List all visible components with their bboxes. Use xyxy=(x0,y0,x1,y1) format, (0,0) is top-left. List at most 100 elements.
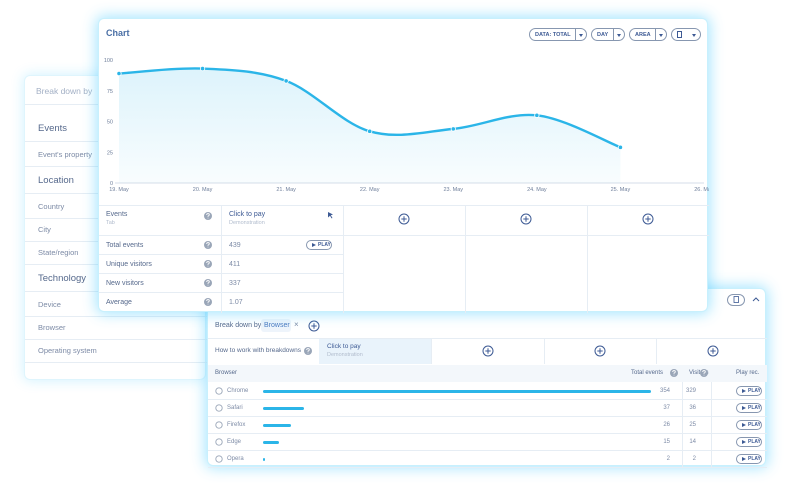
column-header: Play rec. xyxy=(736,370,760,376)
row-value: 411 xyxy=(229,260,241,268)
y-tick-label: 0 xyxy=(110,181,113,187)
x-tick-label: 21. May xyxy=(276,187,296,193)
divider xyxy=(208,416,767,417)
add-plus xyxy=(401,216,407,222)
visitors: 36 xyxy=(689,405,696,411)
card-title: Chart xyxy=(106,28,130,38)
play-button[interactable]: PLAY xyxy=(736,454,762,464)
breakdown-label: Break down by: xyxy=(215,322,264,329)
total-events: 2 xyxy=(666,456,670,462)
add-plus xyxy=(710,348,716,354)
sidebar-item[interactable]: State/region xyxy=(38,248,79,257)
divider xyxy=(99,292,343,293)
play-button[interactable]: PLAY xyxy=(736,386,762,396)
browser-icon xyxy=(215,404,223,412)
icon-doc xyxy=(733,296,739,303)
add-button[interactable] xyxy=(398,213,410,225)
x-tick-label: 23. May xyxy=(443,187,463,193)
data-point xyxy=(199,66,206,72)
sidebar-item[interactable]: Event's property xyxy=(38,150,92,159)
sidebar-item[interactable]: Operating system xyxy=(38,346,97,355)
play-button[interactable]: PLAY xyxy=(736,437,762,447)
row-label: Total events xyxy=(106,241,144,249)
total-events: 26 xyxy=(663,422,670,428)
add-button[interactable] xyxy=(520,213,532,225)
sidebar-item[interactable]: Device xyxy=(38,300,61,309)
area-chart: 0 25 50 75 100 19. May 20. May 21. May 22. May 23… xyxy=(104,58,709,193)
add-button[interactable] xyxy=(642,213,654,225)
collapse-icon[interactable] xyxy=(752,296,760,304)
help-mark xyxy=(306,348,310,354)
x-tick-label: 22. May xyxy=(360,187,380,193)
control-separator xyxy=(575,29,576,40)
sidebar-item[interactable]: Browser xyxy=(38,323,66,332)
divider xyxy=(25,339,207,340)
divider xyxy=(99,235,709,236)
area-fill xyxy=(119,68,621,183)
divider xyxy=(25,362,207,363)
event-subtitle: Demonstration xyxy=(229,220,265,226)
data-point xyxy=(283,78,289,84)
help-icon xyxy=(304,347,312,355)
events-bar xyxy=(263,406,304,410)
sidebar-title: Break down by xyxy=(36,86,93,96)
divider xyxy=(208,338,767,339)
dropdown-control[interactable]: DAY xyxy=(591,28,625,41)
divider xyxy=(208,433,767,434)
add-button[interactable] xyxy=(594,345,606,357)
help-icon xyxy=(670,369,678,377)
add-plus xyxy=(523,216,529,222)
chart-card: Chart DATA: TOTAL DAY AREA 0 25 50 75 100 19. May… xyxy=(98,18,709,313)
row-value: 439 xyxy=(229,241,241,249)
browser-name: Edge xyxy=(227,439,242,445)
add-button[interactable] xyxy=(482,345,494,357)
help-icon xyxy=(700,369,708,377)
row-label: Average xyxy=(106,298,132,306)
browser-name: Firefox xyxy=(227,422,246,428)
breakdown-chip[interactable]: Browser xyxy=(261,319,291,332)
dropdown-control[interactable]: AREA xyxy=(629,28,667,41)
browser-icon xyxy=(215,438,223,446)
icon-frame xyxy=(727,294,745,306)
help-text[interactable]: How to work with breakdowns xyxy=(215,347,301,354)
divider xyxy=(656,339,657,364)
data-point xyxy=(450,126,456,132)
add-button[interactable] xyxy=(707,345,719,357)
help-mark xyxy=(206,213,210,219)
play-text: PLAY xyxy=(748,439,761,445)
add-plus xyxy=(485,348,491,354)
x-tick-label: 24. May xyxy=(527,187,547,193)
play-text: PLAY xyxy=(748,388,761,394)
dropdown-control[interactable]: DATA: TOTAL xyxy=(529,28,587,41)
total-events: 15 xyxy=(663,439,670,445)
group-heading: Technology xyxy=(38,273,87,284)
play-button[interactable]: PLAY xyxy=(306,240,332,250)
divider xyxy=(544,339,545,364)
divider xyxy=(431,339,432,364)
event-name: Click to pay xyxy=(327,343,361,350)
group-heading: Location xyxy=(38,175,74,186)
chip-remove[interactable]: × xyxy=(294,320,299,329)
play-triangle xyxy=(742,389,746,393)
y-tick-label: 50 xyxy=(107,120,113,126)
events-bar xyxy=(263,423,292,427)
play-button[interactable]: PLAY xyxy=(736,420,762,430)
play-text: PLAY xyxy=(748,456,761,462)
help-icon xyxy=(204,241,212,249)
browser-icon-circle xyxy=(215,387,223,395)
control-caret xyxy=(579,33,583,37)
add-circle xyxy=(594,345,606,357)
total-events: 37 xyxy=(663,405,670,411)
sidebar-item[interactable]: City xyxy=(38,225,51,234)
export-icon[interactable] xyxy=(727,294,745,306)
download-control[interactable] xyxy=(671,28,701,41)
browser-icon xyxy=(215,455,223,463)
play-button[interactable]: PLAY xyxy=(736,403,762,413)
help-icon xyxy=(204,298,212,306)
sidebar-item[interactable]: Country xyxy=(38,202,65,211)
data-point xyxy=(534,112,540,118)
add-button[interactable] xyxy=(308,320,320,332)
control-caret xyxy=(617,33,621,37)
column-header: Browser xyxy=(215,370,238,376)
control-label: DAY xyxy=(597,31,609,38)
